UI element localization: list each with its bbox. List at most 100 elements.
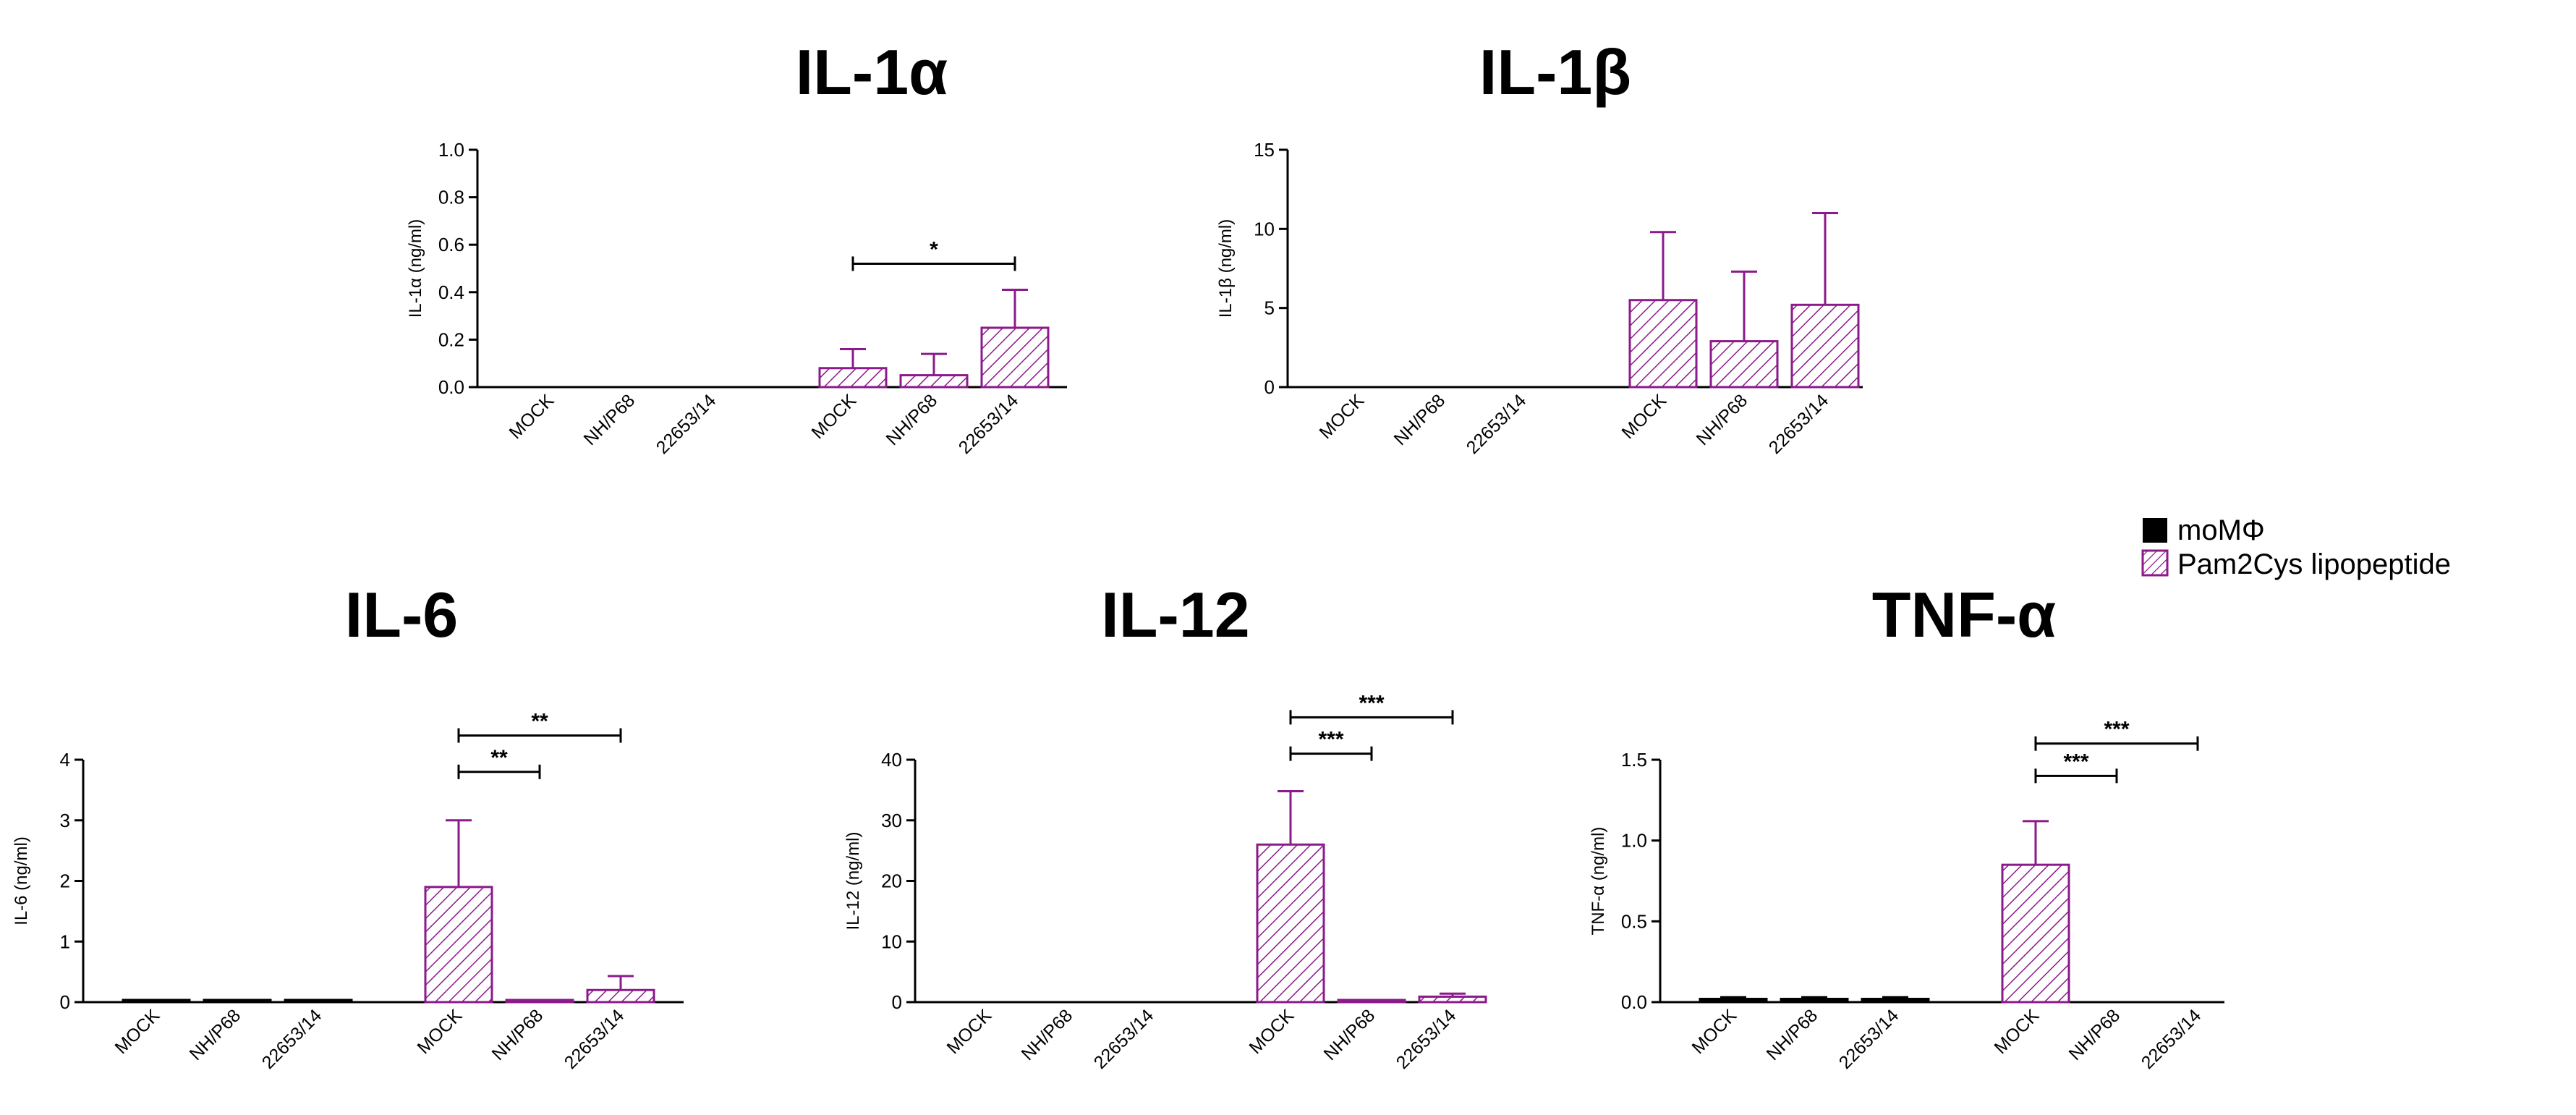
- bar-pam2cys: [586, 988, 655, 1004]
- x-category-label: NH/P68: [1693, 390, 1752, 449]
- bar-pam2cys: [1256, 843, 1325, 1004]
- x-category-label: 22653/14: [2138, 1005, 2206, 1073]
- x-category-label: NH/P68: [580, 390, 639, 449]
- y-tick-label: 0.0: [438, 376, 464, 398]
- y-tick-label: 1.0: [1621, 830, 1647, 852]
- x-category-label: NH/P68: [1320, 1005, 1380, 1064]
- y-tick-label: 0.6: [438, 234, 464, 255]
- significance-label: **: [531, 710, 548, 734]
- x-category-label: NH/P68: [1018, 1005, 1077, 1064]
- significance-label: ***: [1318, 728, 1343, 752]
- y-tick-label: 0.0: [1621, 991, 1647, 1013]
- chart-title: IL-1α: [796, 36, 948, 108]
- y-tick-label: 1.5: [1621, 749, 1647, 771]
- y-axis-label: IL-6 (ng/ml): [12, 836, 31, 925]
- x-category-label: MOCK: [111, 1005, 163, 1058]
- x-category-label: MOCK: [943, 1005, 995, 1058]
- x-category-label: 22653/14: [1090, 1005, 1158, 1073]
- x-category-label: MOCK: [1315, 390, 1368, 443]
- y-tick-label: 30: [881, 810, 902, 831]
- y-tick-label: 5: [1264, 297, 1275, 319]
- chart-panel: TNF-α 0.0 0.5 1.0 1.5 TNF-α (ng/ml) MOCK NH/P68…: [1589, 579, 2224, 1073]
- bar-pam2cys: [1709, 340, 1779, 389]
- x-category-label: MOCK: [1688, 1005, 1740, 1058]
- chart-title: IL-6: [345, 579, 458, 650]
- y-tick-label: 0.8: [438, 187, 464, 208]
- y-tick-label: 0: [60, 991, 70, 1013]
- significance-label: ***: [2063, 750, 2088, 773]
- bar-pam2cys: [1418, 995, 1487, 1004]
- bar-pam2cys: [1790, 303, 1860, 389]
- bar-momphi: [203, 999, 272, 1004]
- x-category-label: MOCK: [505, 390, 558, 443]
- bar-pam2cys: [505, 999, 574, 1004]
- x-category-label: NH/P68: [2065, 1005, 2125, 1064]
- bar-momphi: [1861, 998, 1930, 1004]
- x-category-label: NH/P68: [186, 1005, 245, 1064]
- y-axis-label: IL-1α (ng/ml): [406, 219, 425, 318]
- y-axis-label: TNF-α (ng/ml): [1589, 827, 1608, 936]
- significance-label: *: [930, 237, 938, 261]
- x-category-label: NH/P68: [1763, 1005, 1822, 1064]
- x-category-label: 22653/14: [1835, 1005, 1903, 1073]
- y-axis-label: IL-12 (ng/ml): [843, 831, 863, 930]
- significance-label: ***: [1359, 691, 1384, 715]
- bar-momphi: [122, 999, 191, 1004]
- y-tick-label: 0.2: [438, 328, 464, 350]
- y-tick-label: 20: [881, 870, 902, 892]
- y-tick-label: 4: [60, 749, 70, 771]
- y-tick-label: 10: [881, 930, 902, 952]
- y-tick-label: 0.4: [438, 281, 464, 303]
- bar-pam2cys: [2001, 863, 2070, 1004]
- bar-momphi: [1699, 998, 1768, 1004]
- legend-swatch-pam2cys: [2141, 549, 2169, 577]
- y-tick-label: 2: [60, 870, 70, 892]
- significance-label: **: [490, 746, 508, 770]
- legend-label-pam2cys: Pam2Cys lipopeptide: [2177, 548, 2451, 580]
- x-category-label: NH/P68: [488, 1005, 548, 1064]
- x-category-label: 22653/14: [1393, 1005, 1461, 1073]
- chart-panel: IL-1α 0.0 0.2 0.4 0.6 0.8 1.0 IL-1α (ng/ml) MOCK…: [406, 36, 1067, 458]
- x-category-label: MOCK: [807, 390, 860, 443]
- chart-title: TNF-α: [1872, 579, 2056, 650]
- bar-pam2cys: [980, 326, 1050, 389]
- x-category-label: MOCK: [1245, 1005, 1298, 1058]
- bar-pam2cys: [1628, 299, 1698, 389]
- significance-label: ***: [2104, 718, 2129, 742]
- bar-pam2cys: [1337, 999, 1406, 1004]
- legend: moMΦ Pam2Cys lipopeptide: [2141, 514, 2451, 580]
- bar-momphi: [1780, 998, 1849, 1004]
- y-tick-label: 40: [881, 749, 902, 771]
- x-category-label: 22653/14: [1765, 390, 1833, 458]
- x-category-label: MOCK: [1618, 390, 1670, 443]
- x-category-label: 22653/14: [258, 1005, 326, 1073]
- y-tick-label: 1.0: [438, 139, 464, 161]
- x-category-label: 22653/14: [1463, 390, 1531, 458]
- y-tick-label: 0: [1264, 376, 1275, 398]
- y-tick-label: 0: [892, 991, 902, 1013]
- chart-title: IL-12: [1101, 579, 1249, 650]
- y-axis-label: IL-1β (ng/ml): [1216, 219, 1236, 318]
- x-category-label: MOCK: [413, 1005, 466, 1058]
- x-category-label: NH/P68: [883, 390, 942, 449]
- chart-title: IL-1β: [1479, 36, 1631, 108]
- y-tick-label: 10: [1254, 218, 1275, 239]
- chart-panels: IL-1α 0.0 0.2 0.4 0.6 0.8 1.0 IL-1α (ng/ml) MOCK…: [12, 36, 2224, 1073]
- x-category-label: NH/P68: [1390, 390, 1450, 449]
- legend-swatch-momphi: [2143, 518, 2167, 543]
- y-tick-label: 15: [1254, 139, 1275, 161]
- y-tick-label: 0.5: [1621, 910, 1647, 932]
- x-category-label: 22653/14: [955, 390, 1023, 458]
- y-tick-label: 1: [60, 930, 70, 952]
- bar-pam2cys: [899, 374, 969, 389]
- bar-pam2cys: [424, 886, 493, 1004]
- x-category-label: 22653/14: [561, 1005, 629, 1073]
- x-category-label: MOCK: [1990, 1005, 2043, 1058]
- x-category-label: 22653/14: [652, 390, 720, 458]
- legend-label-momphi: moMΦ: [2177, 514, 2265, 546]
- y-tick-label: 3: [60, 810, 70, 831]
